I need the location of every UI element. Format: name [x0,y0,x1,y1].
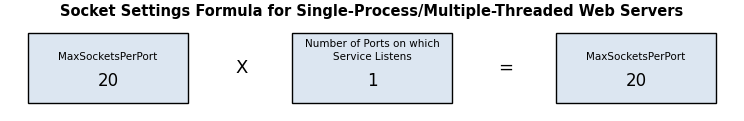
Text: X: X [236,59,248,77]
Text: 20: 20 [97,72,118,90]
Text: Number of Ports on which
Service Listens: Number of Ports on which Service Listens [304,39,440,62]
Text: MaxSocketsPerPort: MaxSocketsPerPort [586,52,686,62]
FancyBboxPatch shape [28,33,188,103]
FancyBboxPatch shape [292,33,452,103]
Text: MaxSocketsPerPort: MaxSocketsPerPort [58,52,158,62]
Text: 1: 1 [367,72,377,90]
Text: Socket Settings Formula for Single-Process/Multiple-Threaded Web Servers: Socket Settings Formula for Single-Proce… [60,4,684,19]
Text: 20: 20 [626,72,647,90]
FancyBboxPatch shape [557,33,716,103]
Text: =: = [498,59,513,77]
